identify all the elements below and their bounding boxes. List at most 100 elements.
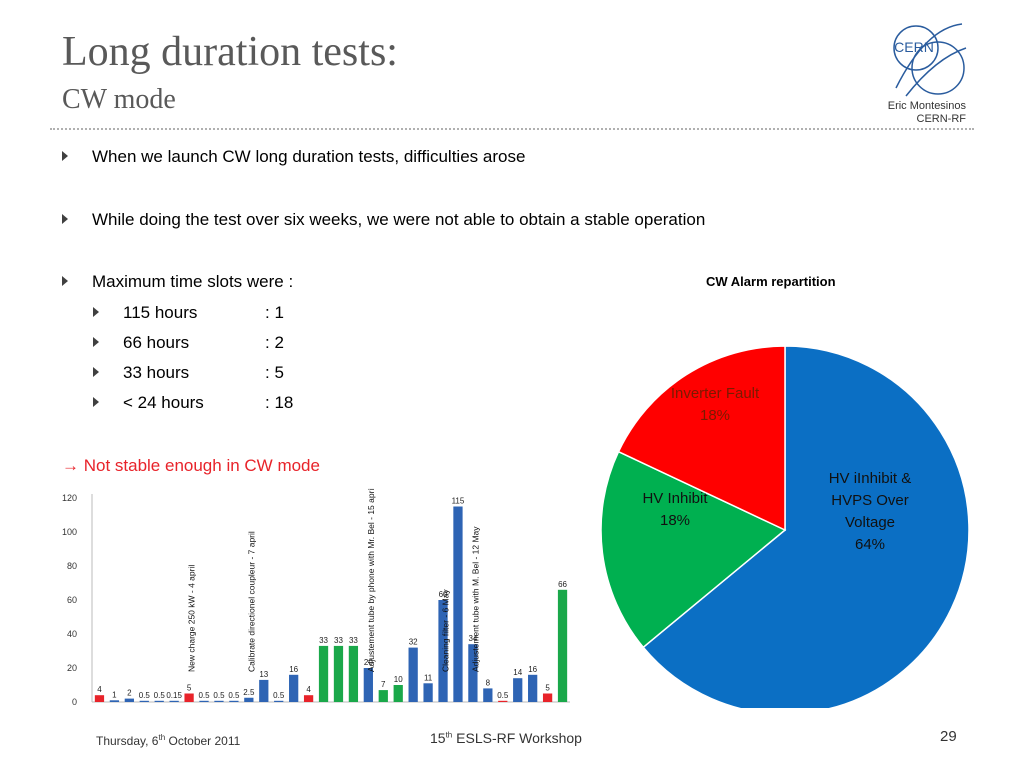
bullet-arrow-icon (93, 367, 99, 377)
bar (483, 688, 493, 702)
bar-value-label: 66 (558, 580, 567, 589)
bar-value-label: 33 (349, 636, 358, 645)
bullet-arrow-icon (62, 151, 68, 161)
bullet-arrow-icon (62, 214, 68, 224)
bar-value-label: 1 (112, 690, 117, 699)
bar-value-label: 4 (97, 685, 102, 694)
bar (363, 668, 373, 702)
slot-value: : 18 (265, 393, 294, 412)
pie-slice-label: HV iInhibit & (829, 470, 912, 487)
bullet-2-text: While doing the test over six weeks, we … (92, 210, 706, 229)
bar (169, 700, 179, 702)
pie-slice-label: HVPS Over (831, 492, 909, 509)
bar-value-label: 32 (409, 638, 418, 647)
bar-value-label: 34 (468, 634, 477, 643)
chart-annotation: Calibrate directionel coupleur - 7 april (246, 531, 256, 672)
bar (124, 698, 134, 702)
bullet-3-text: Maximum time slots were : (92, 272, 294, 291)
chart-annotation: New charge 250 kW - 4 april (187, 565, 197, 672)
bar (468, 644, 478, 702)
page-number: 29 (940, 728, 957, 745)
bar (513, 678, 523, 702)
bar (453, 506, 463, 702)
pie-slice (642, 345, 970, 708)
bar (557, 589, 568, 702)
bar (259, 679, 269, 702)
bar (393, 685, 403, 702)
bar-value-label: 0.5 (213, 691, 225, 700)
bar-value-label: 5 (545, 684, 550, 693)
footer-workshop: 15th ESLS-RF Workshop (430, 730, 582, 746)
pie-slice-label: 18% (700, 407, 730, 424)
bar-value-label: 0.5 (273, 691, 285, 700)
y-tick-label: 120 (62, 493, 77, 503)
bar (94, 695, 105, 702)
bar (109, 700, 120, 702)
bar-value-label: 33 (334, 636, 343, 645)
conclusion-text: → Not stable enough in CW mode (62, 456, 320, 475)
pie-slice (600, 450, 787, 649)
slot-label: 33 hours (123, 363, 190, 382)
pie-slice-label: Voltage (845, 514, 895, 531)
bar-value-label: 5 (187, 684, 192, 693)
author-org: CERN-RF (916, 113, 967, 125)
bullet-arrow-icon (93, 397, 99, 407)
bar-value-label: 11 (424, 673, 433, 682)
bullet-arrow-icon (93, 337, 99, 347)
bar-value-label: 20 (364, 658, 373, 667)
alarm-pie-chart: HV iInhibit & HVPS Over Voltage 64% HV Inhib… (600, 345, 970, 708)
slot-item: 115 hours: 1 (93, 303, 284, 323)
pie-slice-label: HV Inhibit (642, 490, 708, 507)
bar (528, 674, 538, 702)
bar (303, 695, 314, 702)
bar (199, 700, 209, 702)
bar (408, 647, 418, 702)
y-tick-label: 60 (67, 595, 77, 605)
slot-value: : 1 (265, 303, 284, 322)
bullet-3: Maximum time slots were : (62, 272, 294, 292)
pie-slice (617, 345, 786, 532)
bar (438, 600, 448, 702)
bar (498, 700, 508, 702)
bullet-2: While doing the test over six weeks, we … (62, 210, 706, 230)
bar-value-label: 0.5 (139, 691, 151, 700)
bullet-arrow-icon (62, 276, 68, 286)
pie-slice-label: 18% (660, 512, 690, 529)
bar-value-label: 8 (486, 678, 491, 687)
bar (348, 645, 359, 702)
chart-annotation: Adjustement tube by phone with Mr. Bel -… (366, 488, 376, 672)
bar (184, 693, 194, 702)
bar (423, 683, 433, 702)
slot-item: < 24 hours: 18 (93, 393, 293, 413)
bar-value-label: 2 (127, 689, 132, 698)
bar (378, 690, 388, 702)
bar-value-label: 33 (319, 636, 328, 645)
bar-value-label: 16 (289, 665, 298, 674)
page-subtitle: CW mode (62, 84, 176, 115)
bar (139, 700, 149, 702)
author-block: Eric Montesinos CERN-RF (888, 100, 966, 126)
bar (154, 700, 164, 702)
bar-value-label: 14 (513, 668, 522, 677)
pie-slice-label: Inverter Fault (671, 385, 760, 402)
bar-value-label: 0.5 (497, 691, 509, 700)
bar-value-label: 10 (394, 675, 403, 684)
slot-label: 66 hours (123, 333, 190, 352)
bar (318, 645, 329, 702)
pie-slice-label: 64% (855, 536, 885, 553)
author-name: Eric Montesinos (887, 100, 966, 112)
title-divider (50, 128, 974, 130)
y-tick-label: 0 (72, 697, 77, 707)
slot-value: : 2 (265, 333, 284, 352)
y-tick-label: 80 (67, 561, 77, 571)
bar (229, 700, 239, 702)
bar-value-label: 13 (259, 670, 268, 679)
pie-chart-title: CW Alarm repartition (706, 274, 836, 289)
y-tick-label: 40 (67, 629, 77, 639)
bar (333, 645, 344, 702)
chart-annotation: Cleaning filter - 6 May (441, 589, 451, 672)
bar-value-label: 16 (528, 665, 537, 674)
cern-logo-text: CERN (894, 39, 934, 55)
bullet-arrow-icon (93, 307, 99, 317)
